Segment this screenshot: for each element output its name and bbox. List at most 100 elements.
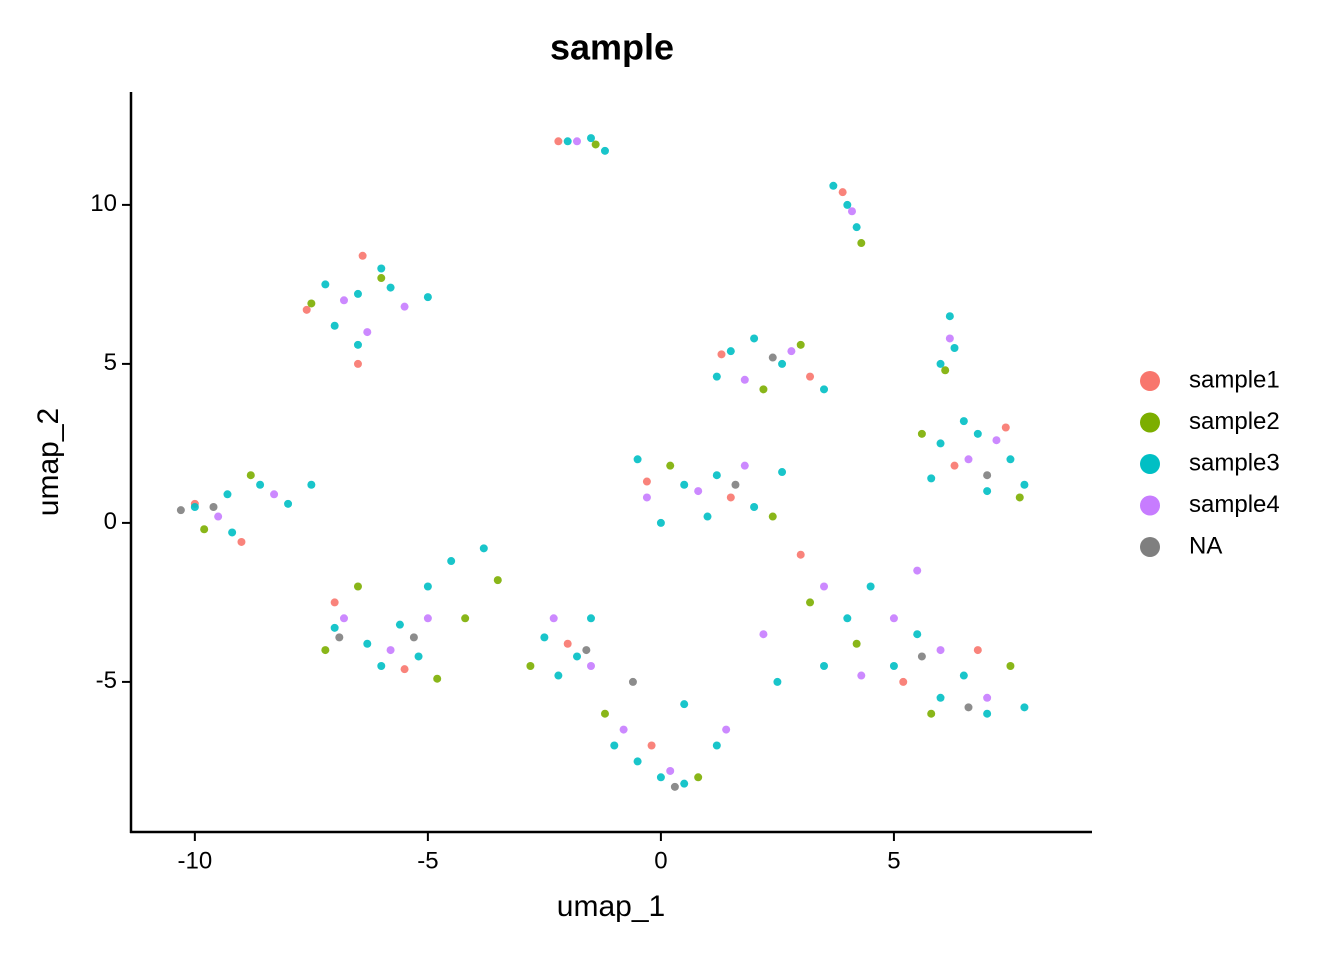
x-tick-label: 5 [887, 847, 900, 874]
point [806, 372, 815, 381]
point [414, 652, 423, 661]
point [857, 671, 866, 680]
point [386, 283, 395, 292]
point [633, 455, 642, 464]
legend-label: sample4 [1189, 491, 1280, 518]
point [712, 471, 721, 480]
point [936, 693, 945, 702]
point [642, 477, 651, 486]
point [573, 652, 582, 661]
point [633, 757, 642, 766]
point [712, 741, 721, 750]
point [983, 709, 992, 718]
x-tick-label: -5 [417, 847, 438, 874]
point [563, 137, 572, 146]
y-tick-label: 5 [104, 349, 117, 376]
point [973, 646, 982, 655]
point [363, 639, 372, 648]
point [768, 353, 777, 362]
point [270, 490, 279, 499]
point [983, 693, 992, 702]
point [945, 312, 954, 321]
legend-label: NA [1189, 532, 1222, 559]
point [335, 633, 344, 642]
point [200, 525, 209, 534]
point [190, 502, 199, 511]
point [377, 274, 386, 283]
point [759, 630, 768, 639]
point [386, 646, 395, 655]
point [773, 677, 782, 686]
point [838, 188, 847, 197]
point [703, 512, 712, 521]
point [1006, 662, 1015, 671]
point [321, 280, 330, 289]
point [573, 137, 582, 146]
point [950, 461, 959, 470]
point [591, 140, 600, 149]
point [852, 223, 861, 232]
point [913, 566, 922, 575]
point [1001, 423, 1010, 432]
point [214, 512, 223, 521]
point [339, 614, 348, 623]
legend-label: sample1 [1189, 366, 1280, 393]
y-tick-label: 0 [104, 508, 117, 535]
point [237, 537, 246, 546]
point [959, 671, 968, 680]
point [363, 328, 372, 337]
point [820, 662, 829, 671]
point [964, 703, 973, 712]
point [983, 487, 992, 496]
legend-label: sample3 [1189, 449, 1280, 476]
x-axis-title: umap_1 [557, 890, 665, 923]
point [395, 620, 404, 629]
point [554, 671, 563, 680]
point [223, 490, 232, 499]
point [666, 461, 675, 470]
point [806, 598, 815, 607]
point [209, 502, 218, 511]
point [330, 321, 339, 330]
point [941, 366, 950, 375]
point [586, 134, 595, 143]
point [656, 773, 665, 782]
point [936, 646, 945, 655]
point [787, 347, 796, 356]
point [843, 614, 852, 623]
point [586, 662, 595, 671]
point [913, 630, 922, 639]
point [843, 200, 852, 209]
point [959, 417, 968, 426]
point [433, 674, 442, 683]
point [712, 372, 721, 381]
point [829, 181, 838, 190]
point [796, 550, 805, 559]
point [1020, 480, 1029, 489]
y-axis-title: umap_2 [32, 408, 65, 516]
point [400, 302, 409, 311]
point [889, 614, 898, 623]
point [256, 480, 265, 489]
point [400, 665, 409, 674]
point [339, 296, 348, 305]
point [899, 677, 908, 686]
point [717, 350, 726, 359]
point [330, 598, 339, 607]
point [866, 582, 875, 591]
point [927, 709, 936, 718]
point [600, 146, 609, 155]
point [973, 429, 982, 438]
legend-swatch [1140, 537, 1160, 557]
point [423, 582, 432, 591]
point [642, 493, 651, 502]
x-tick-label: -10 [178, 847, 213, 874]
point [600, 709, 609, 718]
point [852, 639, 861, 648]
point [307, 299, 316, 308]
chart-title: sample [550, 27, 674, 68]
legend-swatch [1140, 412, 1160, 433]
point [1006, 455, 1015, 464]
point [694, 773, 703, 782]
